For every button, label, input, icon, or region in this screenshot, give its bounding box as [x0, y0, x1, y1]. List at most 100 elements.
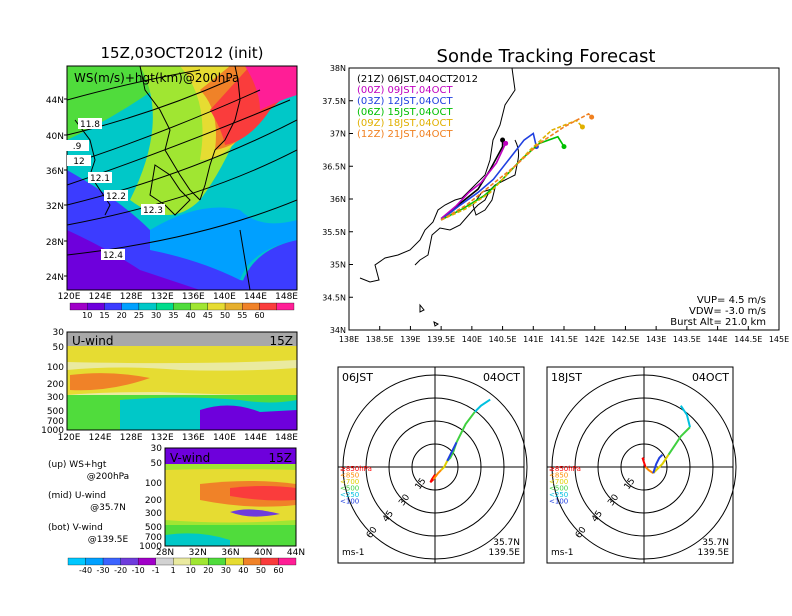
u-lon-label: 120E [58, 433, 81, 443]
track-x-label: 145E [769, 335, 789, 344]
v-lat-label: 36N [221, 548, 239, 558]
track-legend: (21Z) 06JST,04OCT2012(00Z) 09JST,04OCT(0… [357, 74, 478, 140]
ws-colorbar-label: 50 [220, 311, 230, 320]
contour-label: 11.8 [80, 120, 100, 130]
ws-colorbar-label: 15 [99, 311, 109, 320]
v-lat-label: 44N [287, 548, 305, 558]
ws-colorbar-swatch [87, 302, 105, 311]
v-lat-label: 40N [254, 548, 272, 558]
wind-colorbar-label: 1 [171, 566, 176, 575]
v-wind-label: V-wind [170, 451, 210, 465]
v-pressure-label: 700 [145, 533, 162, 543]
v-wind-time: 15Z [269, 451, 293, 465]
left-title: 15Z,03OCT2012 (init) [100, 44, 263, 62]
track-annotation: VDW= -3.0 m/s [689, 306, 766, 317]
track-x-label: 141E [523, 335, 543, 344]
map-axis-labels: 44N 40N 36N 32N 28N 24N 120E 124E 128E 132E 136E 14… [46, 96, 298, 302]
track-y-label: 36N [330, 195, 346, 204]
track-x-label: 143E [646, 335, 666, 344]
ws-colorbar-swatch [224, 302, 243, 311]
contour-label-bg [65, 140, 89, 151]
map-lat-label: 32N [46, 202, 64, 212]
map-lon-label: 136E [182, 292, 205, 302]
hodograph-trace [667, 426, 691, 456]
ws-colorbar-swatch [138, 302, 157, 311]
hodograph-trace [652, 454, 664, 474]
track-series-line [440, 119, 584, 221]
track-x-label: 142E [585, 335, 605, 344]
contour-label-bg [104, 190, 128, 201]
hodograph-station-lon: 139.5E [698, 548, 730, 558]
ws-colorbar-label: 30 [151, 311, 161, 320]
v-pressure-label: 1000 [139, 542, 162, 552]
ws-colorbar-swatch [207, 302, 226, 311]
track-legend-entry: (03Z) 12JST,04OCT [357, 96, 453, 107]
wind-colorbar-swatch [225, 557, 244, 566]
ws-colorbar: 10 15 20 25 30 35 40 45 50 55 60 [69, 302, 295, 320]
u-pressure-label: 30 [53, 328, 65, 338]
track-legend-entry: (09Z) 18JST,04OCT [357, 118, 453, 129]
wind-colorbar-label: 20 [203, 566, 213, 575]
ws-colorbar-swatch [259, 302, 277, 311]
contour-label: 12.4 [103, 251, 123, 261]
hodograph-level-label: <700 [340, 478, 359, 486]
track-series-line [440, 142, 507, 220]
hodograph-trace [474, 398, 491, 413]
hodograph-station-lat: 35.7N [493, 538, 520, 548]
wind-colorbar-swatch [67, 557, 86, 566]
track-y-label: 34.5N [322, 293, 346, 302]
wind-colorbar-swatch [173, 557, 191, 566]
wind-colorbar-label: 40 [238, 566, 248, 575]
map-lat-label: 24N [46, 273, 64, 283]
hodograph-level-label: ≥850hPa [340, 465, 372, 473]
track-x-label: 139.5E [427, 335, 455, 344]
v-pressure-label: 30 [151, 444, 163, 454]
hodograph-level-label: <250 [549, 491, 568, 499]
track-x-label: 139E [400, 335, 420, 344]
track-end-marker [589, 114, 595, 120]
contour-label-bg [141, 204, 165, 215]
hodograph-units: ms-1 [342, 548, 364, 558]
u-lon-label: 140E [213, 433, 236, 443]
panel-legend-line: @139.5E [88, 535, 129, 545]
ws-colorbar-label: 10 [82, 311, 92, 320]
v-wind-frame [164, 447, 297, 547]
u-lon-label: 128E [120, 433, 143, 443]
track-y-label: 36.5N [322, 162, 346, 171]
ws-colorbar-swatch [121, 302, 140, 311]
track-end-marker [561, 144, 567, 150]
panel-legend-line: @200hPa [87, 472, 129, 482]
track-annotation: Burst Alt= 21.0 km [670, 317, 766, 328]
hodograph-level-label: <500 [549, 485, 568, 493]
v-pressure-label: 500 [145, 523, 162, 533]
hodograph-level-label: <250 [340, 491, 359, 499]
map-lon-label: 148E [275, 292, 298, 302]
track-y-label: 37N [330, 130, 346, 139]
wind-colorbar-swatch [85, 557, 104, 566]
wind-colorbar: -40 -30 -20 -10 -1 1 10 20 30 40 50 60 [67, 557, 297, 575]
hodograph-title: 06JST [342, 371, 373, 384]
map-lat-label: 40N [46, 132, 64, 142]
contour-label-bg [67, 155, 91, 166]
wind-colorbar-label: -10 [132, 566, 145, 575]
wind-colorbar-swatch [208, 557, 226, 566]
wind-colorbar-swatch [120, 557, 139, 566]
map-lon-label: 124E [89, 292, 112, 302]
u-lon-label: 124E [89, 433, 112, 443]
map-lon-label: 132E [151, 292, 174, 302]
track-y-label: 35N [330, 261, 346, 270]
wind-colorbar-label: -40 [79, 566, 92, 575]
hodograph-frame [337, 366, 525, 564]
u-pressure-label: 50 [53, 343, 65, 353]
ws-colorbar-label: 60 [254, 311, 264, 320]
panel-legend-line: (up) WS+hgt [48, 460, 107, 470]
hodograph-trace [679, 405, 691, 428]
contour-label-bg [88, 172, 112, 183]
u-lon-label: 144E [244, 433, 267, 443]
v-lat-label: 28N [156, 548, 174, 558]
track-end-marker [503, 140, 509, 146]
v-pressure-label: 300 [145, 509, 162, 519]
wind-colorbar-label: 10 [186, 566, 196, 575]
